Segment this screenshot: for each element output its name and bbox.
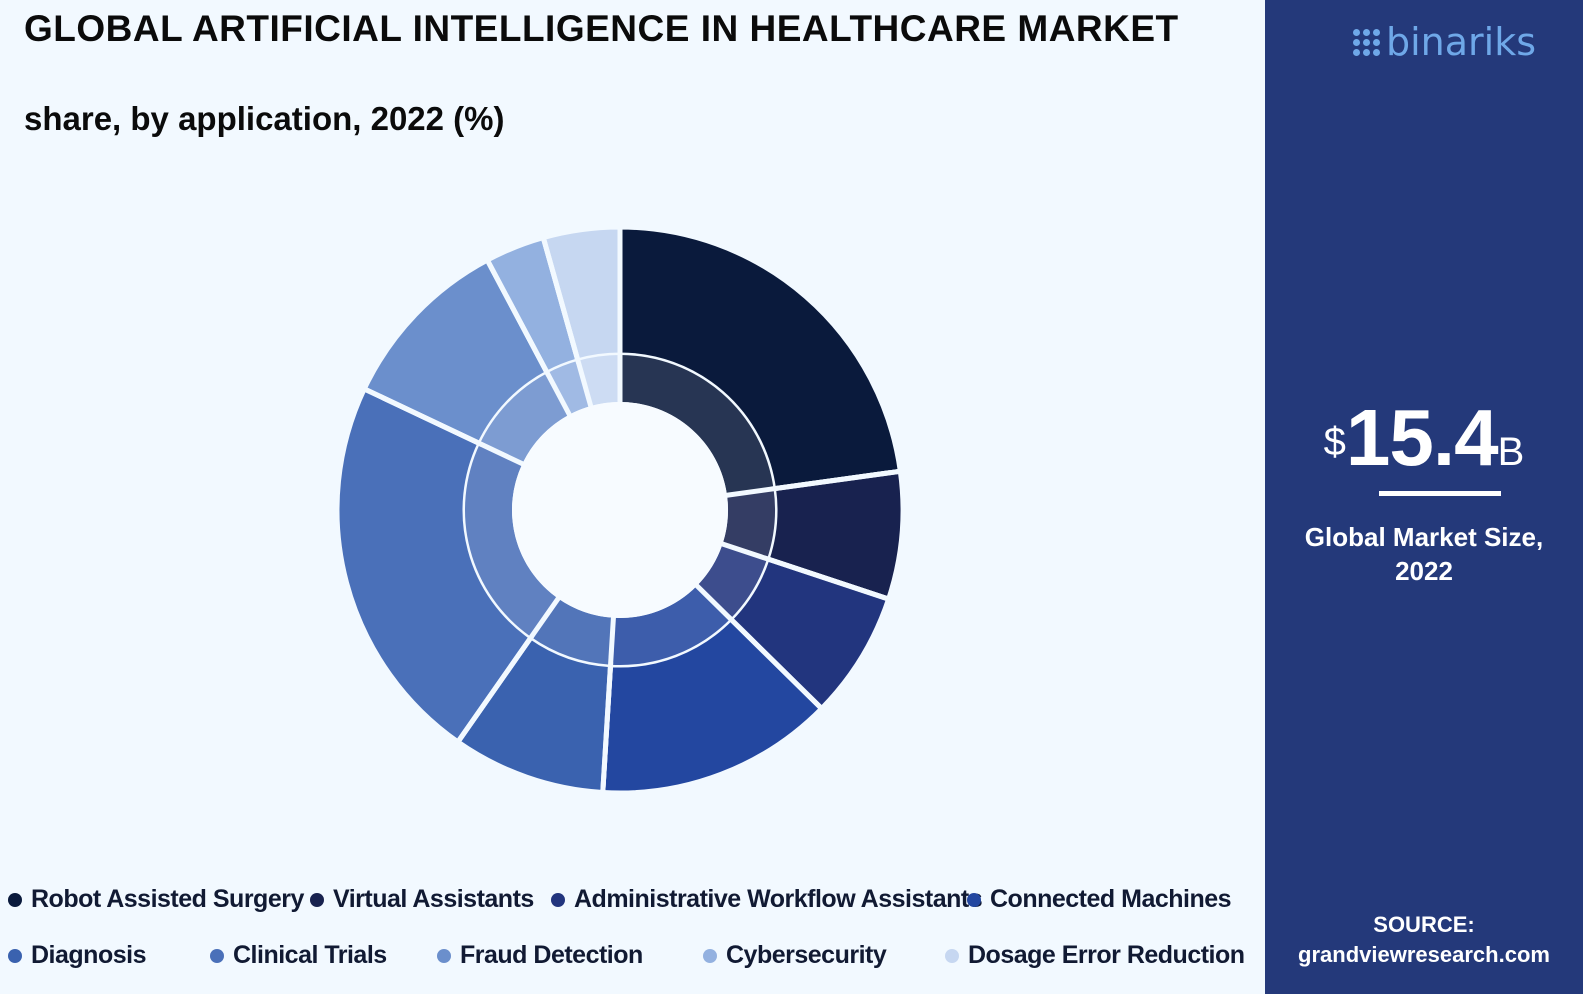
binariks-logo: binariks — [1353, 20, 1536, 64]
legend-swatch — [8, 892, 22, 907]
slice-inner-fraud-detection — [479, 373, 570, 464]
slice-separator — [361, 385, 526, 467]
legend-row-2: Diagnosis Clinical Trials Fraud Detection C… — [0, 941, 1265, 975]
legend-label: Dosage Error Reduction — [968, 941, 1245, 969]
legend-label: Connected Machines — [990, 885, 1232, 913]
slice-inner-diagnosis — [531, 598, 614, 665]
legend-label: Virtual Assistants — [333, 885, 534, 913]
legend-item-robot-assisted-surgery: Robot Assisted Surgery — [8, 885, 304, 914]
side-panel: binariks $15.4B Global Market Size, 2022… — [1265, 0, 1583, 994]
slice-inner-connected-machines — [610, 585, 731, 665]
legend-label: Robot Assisted Surgery — [31, 885, 304, 913]
legend-label: Cybersecurity — [726, 941, 887, 969]
legend-swatch — [210, 948, 224, 963]
chart-subtitle: share, by application, 2022 (%) — [24, 100, 505, 137]
slice-inner-clinical-trials — [465, 443, 559, 638]
source-url: grandviewresearch.com — [1298, 942, 1550, 967]
legend-item-virtual-assistants: Virtual Assistants — [310, 885, 534, 914]
source-label: SOURCE: — [1373, 912, 1475, 937]
legend-swatch — [703, 948, 717, 963]
donut-hole — [512, 402, 728, 618]
slice-separator — [540, 234, 594, 409]
donut-chart — [334, 224, 906, 796]
legend-item-administrative-workflow-assistants: Administrative Workflow Assistants — [551, 885, 983, 914]
legend-swatch — [310, 892, 324, 907]
legend-item-fraud-detection: Fraud Detection — [437, 941, 643, 970]
legend-label: Administrative Workflow Assistants — [574, 885, 983, 913]
caption-line-2: 2022 — [1395, 556, 1453, 586]
legend-item-connected-machines: Connected Machines — [967, 885, 1232, 914]
legend-item-cybersecurity: Cybersecurity — [703, 941, 887, 970]
legend-label: Clinical Trials — [233, 941, 387, 969]
legend-swatch — [945, 948, 959, 963]
legend-label: Diagnosis — [31, 941, 146, 969]
logo-dots-icon — [1353, 28, 1380, 56]
caption-line-1: Global Market Size, — [1304, 522, 1544, 552]
slice-separator — [484, 257, 573, 418]
chart-area: GLOBAL ARTIFICIAL INTELLIGENCE IN HEALTH… — [0, 8, 1265, 975]
chart-title: GLOBAL ARTIFICIAL INTELLIGENCE IN HEALTH… — [24, 8, 1179, 49]
currency-symbol: $ — [1323, 420, 1346, 464]
slice-separator — [719, 540, 892, 603]
slice-inner-robot-assisted-surgery — [620, 355, 774, 496]
legend-swatch — [8, 948, 22, 963]
legend-row-1: Robot Assisted Surgery Virtual Assistants… — [0, 885, 1265, 919]
slice-separator — [724, 468, 903, 498]
legend-swatch — [967, 892, 981, 907]
market-size-caption: Global Market Size, 2022 — [1265, 520, 1583, 588]
divider — [1379, 491, 1501, 496]
market-size-number: 15.4 — [1345, 393, 1499, 482]
legend-item-clinical-trials: Clinical Trials — [210, 941, 387, 970]
legend-label: Fraud Detection — [460, 941, 643, 969]
legend-swatch — [437, 948, 451, 963]
market-size-value: $15.4B — [1265, 392, 1583, 484]
market-size-unit: B — [1497, 430, 1525, 474]
logo-text: binariks — [1386, 20, 1537, 64]
legend-swatch — [551, 892, 565, 907]
slice-separator — [693, 582, 825, 712]
slice-separator — [454, 595, 562, 746]
slice-inner-virtual-assistants — [722, 488, 775, 559]
slice-separator — [600, 615, 617, 795]
legend-item-diagnosis: Diagnosis — [8, 941, 146, 970]
legend-item-dosage-error-reduction: Dosage Error Reduction — [945, 941, 1245, 970]
